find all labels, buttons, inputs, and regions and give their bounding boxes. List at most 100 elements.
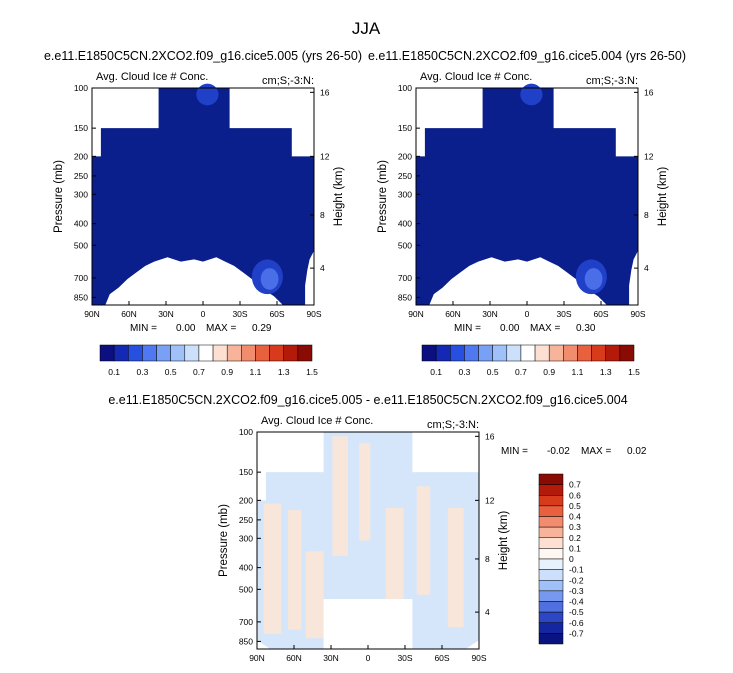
y-tick-label: 250	[239, 515, 253, 525]
colorbar-box	[128, 344, 143, 362]
colorbar-box	[538, 601, 564, 613]
colorbar-label: 0.1	[430, 367, 442, 377]
colorbar-label: 0.3	[458, 367, 470, 377]
colorbar-box	[113, 344, 129, 362]
y-tick-label: 500	[239, 584, 253, 594]
y-tick-label: 700	[239, 617, 253, 627]
x-tick-label: 90N	[249, 653, 265, 663]
height-tick-label: 4	[485, 607, 490, 617]
colorbar-label: 0.5	[487, 367, 499, 377]
x-tick-label: 60S	[269, 309, 284, 319]
colorbar-box	[269, 344, 284, 362]
x-tick-label: 0	[366, 653, 371, 663]
colorbar-box	[538, 537, 564, 549]
y-tick-label: 150	[398, 123, 412, 133]
colorbar-box	[538, 495, 564, 507]
colorbar-box	[619, 344, 635, 362]
colorbar-label: 0.7	[569, 480, 581, 490]
y-tick-label: 200	[398, 151, 412, 161]
y-tick-label: 500	[74, 240, 88, 250]
height-tick-label: 4	[320, 263, 325, 273]
colorbar-box	[226, 344, 242, 362]
colorbar-box	[538, 526, 564, 538]
x-tick-label: 60N	[121, 309, 137, 319]
colorbar-box	[538, 473, 564, 485]
panel-panel-diff: e.e11.E1850C5CN.2XCO2.f09_g16.cice5.005 …	[108, 393, 647, 663]
figure-title: JJA	[352, 19, 381, 38]
x-tick-label: 30S	[232, 309, 247, 319]
stat-min-label: MIN =	[501, 446, 528, 457]
ice-patch-top	[196, 83, 219, 106]
colorbar-box	[464, 344, 479, 362]
panel-left-label: Avg. Cloud Ice # Conc.	[261, 415, 373, 427]
x-tick-label: 90S	[306, 309, 321, 319]
height-tick-label: 8	[485, 554, 490, 564]
stat-max-label: MAX =	[581, 446, 611, 457]
colorbar-box	[170, 344, 186, 362]
y-tick-label: 700	[74, 273, 88, 283]
x-tick-label: 90N	[84, 309, 100, 319]
x-tick-label: 90N	[408, 309, 424, 319]
stat-max-label: MAX =	[206, 323, 236, 334]
y-tick-label: 150	[74, 123, 88, 133]
colorbar-box	[538, 484, 564, 496]
y-tick-label: 250	[398, 171, 412, 181]
stat-max-value: 0.02	[627, 446, 647, 457]
panel-title: e.e11.E1850C5CN.2XCO2.f09_g16.cice5.005 …	[108, 393, 627, 407]
x-tick-label: 30N	[158, 309, 174, 319]
colorbar-label: 1.1	[572, 367, 584, 377]
colorbar-label: 0.7	[515, 367, 527, 377]
colorbar-box	[534, 344, 550, 362]
ice-region	[92, 88, 314, 305]
height-tick-label: 16	[485, 431, 495, 441]
y-tick-label: 200	[74, 151, 88, 161]
colorbar-label: 1.3	[600, 367, 612, 377]
colorbar-box	[421, 344, 437, 362]
colorbar-label: 1.5	[628, 367, 640, 377]
y-tick-label: 100	[398, 83, 412, 93]
colorbar-box	[538, 558, 564, 570]
stat-min-value: -0.02	[547, 446, 570, 457]
y-axis-title: Pressure (mb)	[377, 160, 389, 233]
x-tick-label: 60S	[434, 653, 449, 663]
panel-left-label: Avg. Cloud Ice # Conc.	[96, 71, 208, 83]
diff-patch-pos	[332, 436, 349, 556]
colorbar-box	[297, 344, 313, 362]
colorbar-box	[538, 548, 564, 560]
colorbar-box	[538, 622, 564, 634]
y-tick-label: 300	[239, 533, 253, 543]
colorbar-label: 0.5	[165, 367, 177, 377]
height-axis-title: Height (km)	[333, 167, 345, 227]
y-tick-label: 400	[239, 563, 253, 573]
colorbar-box	[156, 344, 171, 362]
height-tick-label: 8	[320, 210, 325, 220]
colorbar-label: -0.7	[569, 628, 584, 638]
colorbar-box	[591, 344, 606, 362]
colorbar-label: 0	[569, 554, 574, 564]
colorbar-label: 0.9	[221, 367, 233, 377]
panel-title: e.e11.E1850C5CN.2XCO2.f09_g16.cice5.004 …	[368, 49, 686, 63]
colorbar-box	[538, 516, 564, 528]
y-tick-label: 400	[398, 219, 412, 229]
y-tick-label: 100	[239, 427, 253, 437]
colorbar-box	[538, 611, 564, 623]
x-tick-label: 90S	[471, 653, 486, 663]
diff-patch-pos	[288, 510, 302, 630]
stat-max-value: 0.29	[252, 323, 272, 334]
colorbar-label: 0.1	[108, 367, 120, 377]
x-tick-label: 0	[201, 309, 206, 319]
y-tick-label: 250	[74, 171, 88, 181]
stat-min-label: MIN =	[454, 323, 481, 334]
height-axis-title: Height (km)	[657, 167, 669, 227]
y-tick-label: 500	[398, 240, 412, 250]
y-tick-label: 850	[74, 292, 88, 302]
y-axis-title: Pressure (mb)	[218, 504, 230, 577]
colorbar-box	[538, 633, 564, 645]
panel-panel-b: e.e11.E1850C5CN.2XCO2.f09_g16.cice5.004 …	[368, 49, 686, 377]
diff-patch-pos	[447, 507, 464, 628]
y-axis-title: Pressure (mb)	[53, 160, 65, 233]
x-tick-label: 30N	[482, 309, 498, 319]
panel-left-label: Avg. Cloud Ice # Conc.	[420, 71, 532, 83]
y-tick-label: 100	[74, 83, 88, 93]
colorbar-label: -0.5	[569, 607, 584, 617]
